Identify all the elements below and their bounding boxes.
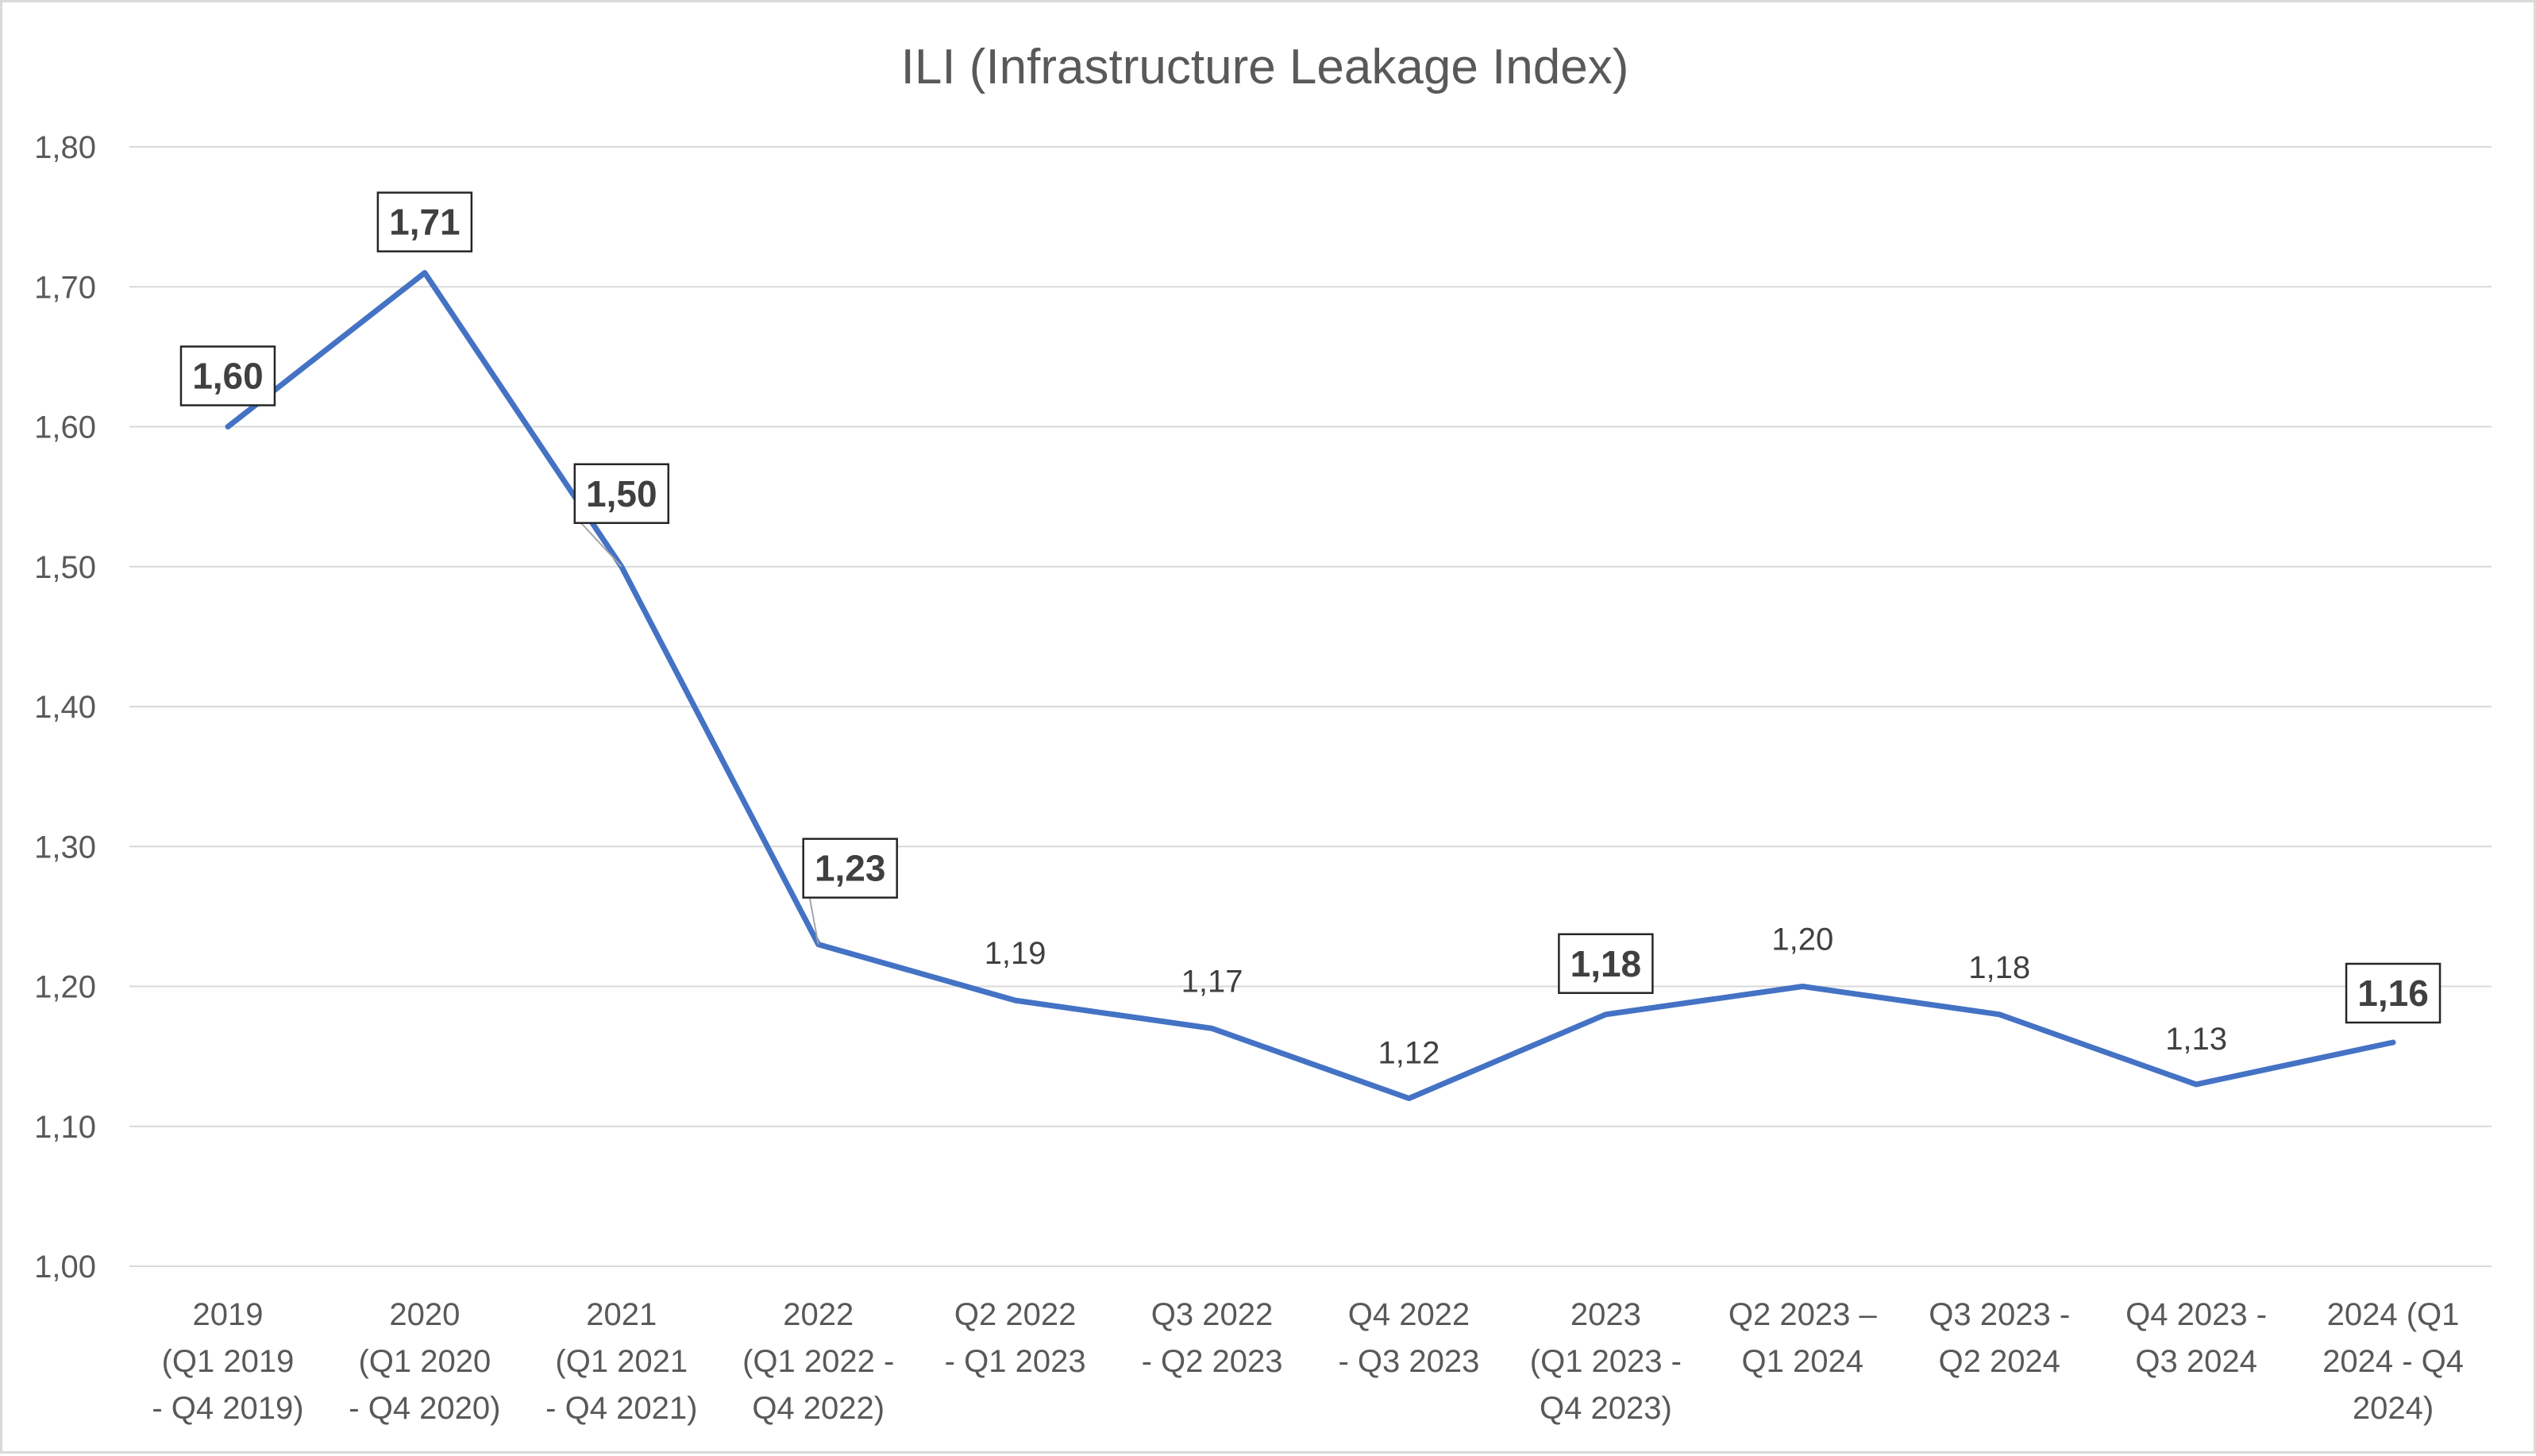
x-category-label-line: Q3 2023 - <box>1929 1297 2070 1332</box>
y-tick-label: 1,70 <box>34 270 96 305</box>
x-category-label-line: - Q2 2023 <box>1142 1344 1283 1379</box>
y-axis-ticks: 1,00 1,10 1,20 1,30 1,40 1,50 1,60 1,70 1,80 <box>34 130 96 1285</box>
series-line <box>225 270 2396 1101</box>
x-category-label-line: (Q1 2020 <box>358 1344 491 1379</box>
data-label-box <box>2345 962 2442 1024</box>
y-tick-label: 1,10 <box>34 1110 96 1145</box>
x-category-label-line: 2019 <box>192 1297 263 1332</box>
x-category-label: 2021 (Q1 2021 - Q4 2021) <box>545 1297 697 1426</box>
x-category-label: Q3 2023 - Q2 2024 <box>1929 1297 2070 1379</box>
x-category-label-line: 2024 (Q1 <box>2327 1297 2460 1332</box>
data-label: 1,17 <box>1181 964 1243 999</box>
x-axis-categories: 2019 (Q1 2019 - Q4 2019) 2020 (Q1 2020 - Q4 2… <box>152 1297 2464 1426</box>
x-category-label-line: Q1 2024 <box>1742 1344 1863 1379</box>
x-category-label-line: 2021 <box>586 1297 657 1332</box>
x-category-label-line: 2024 - Q4 <box>2322 1344 2464 1379</box>
data-label: 1,50 <box>586 473 657 514</box>
series-line-layer <box>225 270 2396 1101</box>
x-category-label-line: Q4 2022 <box>1348 1297 1470 1332</box>
data-label-box <box>802 838 898 899</box>
x-category-label: 2023 (Q1 2023 - Q4 2023) <box>1530 1297 1682 1426</box>
x-category-label-line: Q3 2024 <box>2135 1344 2257 1379</box>
y-tick-label: 1,80 <box>34 130 96 165</box>
data-label: 1,71 <box>389 202 461 243</box>
data-label: 1,60 <box>192 356 264 397</box>
data-label-box <box>376 191 473 252</box>
x-category-label: Q3 2022 - Q2 2023 <box>1142 1297 1283 1379</box>
x-category-label-line: - Q4 2020) <box>349 1391 500 1426</box>
x-category-label: 2024 (Q1 2024 - Q4 2024) <box>2322 1297 2464 1426</box>
data-label-box <box>1558 933 1654 994</box>
x-category-label-line: Q2 2023 – <box>1729 1297 1878 1332</box>
y-tick-label: 1,20 <box>34 970 96 1005</box>
x-category-label-line: - Q4 2021) <box>545 1391 697 1426</box>
x-category-label: 2022 (Q1 2022 - Q4 2022) <box>742 1297 894 1426</box>
x-category-label-line: 2020 <box>389 1297 460 1332</box>
leader-line <box>808 897 819 945</box>
data-label: 1,20 <box>1771 923 1833 957</box>
y-tick-label: 1,60 <box>34 410 96 445</box>
y-tick-label: 1,30 <box>34 830 96 865</box>
data-label-box <box>179 345 276 406</box>
data-label: 1,13 <box>2165 1022 2227 1057</box>
x-category-label-line: (Q1 2021 <box>555 1344 688 1379</box>
x-category-label-line: Q4 2022) <box>752 1391 885 1426</box>
data-label: 1,18 <box>1968 950 2030 985</box>
chart-title: ILI (Infrastructure Leakage Index) <box>901 40 1629 94</box>
data-label: 1,19 <box>985 936 1046 971</box>
data-label: 1,12 <box>1378 1036 1440 1071</box>
y-tick-label: 1,40 <box>34 690 96 725</box>
x-category-label-line: Q2 2024 <box>1938 1344 2060 1379</box>
x-category-label-line: Q3 2022 <box>1151 1297 1273 1332</box>
data-labels: 1,60 1,71 1,50 1,23 1,19 1,17 1,12 1,18 1,20 1,18… <box>179 191 2442 1071</box>
data-label-box <box>573 463 670 524</box>
x-category-label: Q2 2023 – Q1 2024 <box>1729 1297 1878 1379</box>
gridlines <box>129 146 2492 1267</box>
x-category-label-line: (Q1 2023 - <box>1530 1344 1682 1379</box>
x-category-label-line: Q4 2023) <box>1540 1391 1672 1426</box>
x-category-label-line: Q4 2023 - <box>2126 1297 2267 1332</box>
x-category-label-line: - Q3 2023 <box>1339 1344 1480 1379</box>
x-category-label-line: (Q1 2019 <box>162 1344 295 1379</box>
x-category-label-line: - Q4 2019) <box>152 1391 303 1426</box>
y-tick-label: 1,50 <box>34 550 96 585</box>
x-category-label: 2020 (Q1 2020 - Q4 2020) <box>349 1297 500 1426</box>
data-label: 1,18 <box>1571 943 1642 984</box>
data-label: 1,23 <box>815 848 886 889</box>
x-category-label: Q2 2022 - Q1 2023 <box>945 1297 1086 1379</box>
x-category-label-line: (Q1 2022 - <box>742 1344 894 1379</box>
x-category-label-line: - Q1 2023 <box>945 1344 1086 1379</box>
x-category-label-line: Q2 2022 <box>954 1297 1076 1332</box>
data-label: 1,16 <box>2357 973 2429 1014</box>
leader-line <box>580 522 622 568</box>
x-category-label: Q4 2023 - Q3 2024 <box>2126 1297 2267 1379</box>
x-category-label-line: 2024) <box>2353 1391 2434 1426</box>
x-category-label: Q4 2022 - Q3 2023 <box>1339 1297 1480 1379</box>
x-category-label-line: 2023 <box>1571 1297 1641 1332</box>
y-tick-label: 1,00 <box>34 1250 96 1285</box>
x-category-label-line: 2022 <box>783 1297 854 1332</box>
x-category-label: 2019 (Q1 2019 - Q4 2019) <box>152 1297 303 1426</box>
